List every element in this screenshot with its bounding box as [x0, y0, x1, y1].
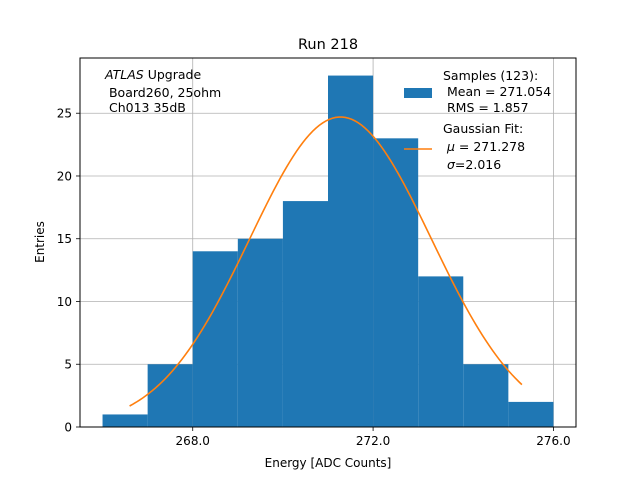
- y-axis-ticks: 0 5 10 15 20 25: [57, 107, 80, 435]
- legend-fit-line-2: μ = 271.278: [443, 139, 525, 154]
- chart-title: Run 218: [298, 37, 358, 53]
- upgrade-label: Upgrade: [144, 67, 202, 82]
- histogram-bar: [328, 75, 374, 428]
- legend-sigma-symbol: σ: [447, 157, 456, 172]
- histogram-bar: [192, 251, 238, 427]
- y-tick-label: 0: [64, 421, 72, 435]
- legend-fit-line-3: σ=2.016: [443, 157, 501, 172]
- legend: Samples (123): Mean = 271.054 RMS = 1.85…: [404, 68, 551, 172]
- legend-hist-swatch: [404, 88, 432, 98]
- histogram-bars: [102, 75, 554, 428]
- y-tick-label: 15: [57, 232, 72, 246]
- legend-hist-line-2: Mean = 271.054: [443, 84, 551, 99]
- y-tick-label: 5: [64, 358, 72, 372]
- y-axis-label: Entries: [33, 221, 47, 263]
- x-axis-label: Energy [ADC Counts]: [265, 456, 392, 470]
- atlas-label: ATLAS: [104, 67, 144, 82]
- legend-mu-value: = 271.278: [455, 139, 525, 154]
- x-tick-label: 276.0: [536, 434, 570, 448]
- gaussian-fit-layer: [129, 116, 523, 407]
- x-tick-label: 268.0: [176, 434, 210, 448]
- histogram-bar: [508, 401, 554, 427]
- x-tick-label: 272.0: [356, 434, 390, 448]
- gaussian-fit-curve: [129, 116, 523, 407]
- annotation-line-2: Board260, 25ohm: [105, 85, 221, 100]
- legend-hist-line-1: Samples (123):: [443, 68, 538, 83]
- y-tick-label: 20: [57, 169, 72, 183]
- histogram-bar: [147, 364, 193, 427]
- atlas-annotation: ATLAS Upgrade Board260, 25ohm Ch013 35dB: [104, 67, 221, 115]
- histogram-bar: [418, 276, 464, 427]
- x-axis-ticks: 268.0 272.0 276.0: [176, 427, 571, 448]
- legend-sigma-value: =2.016: [455, 157, 501, 172]
- annotation-line-3: Ch013 35dB: [105, 100, 186, 115]
- histogram-bar: [282, 201, 328, 427]
- plot-frame: [79, 57, 577, 428]
- legend-mu-symbol: μ: [446, 139, 455, 154]
- y-tick-label: 10: [57, 295, 72, 309]
- histogram-bar: [102, 414, 148, 427]
- legend-fit-line-1: Gaussian Fit:: [443, 121, 523, 136]
- histogram-bar: [463, 364, 509, 427]
- histogram-bar: [237, 238, 283, 427]
- histogram-bar: [373, 138, 419, 427]
- legend-hist-line-3: RMS = 1.857: [443, 100, 529, 115]
- y-tick-label: 25: [57, 107, 72, 121]
- annotation-line-1: ATLAS Upgrade: [104, 67, 201, 82]
